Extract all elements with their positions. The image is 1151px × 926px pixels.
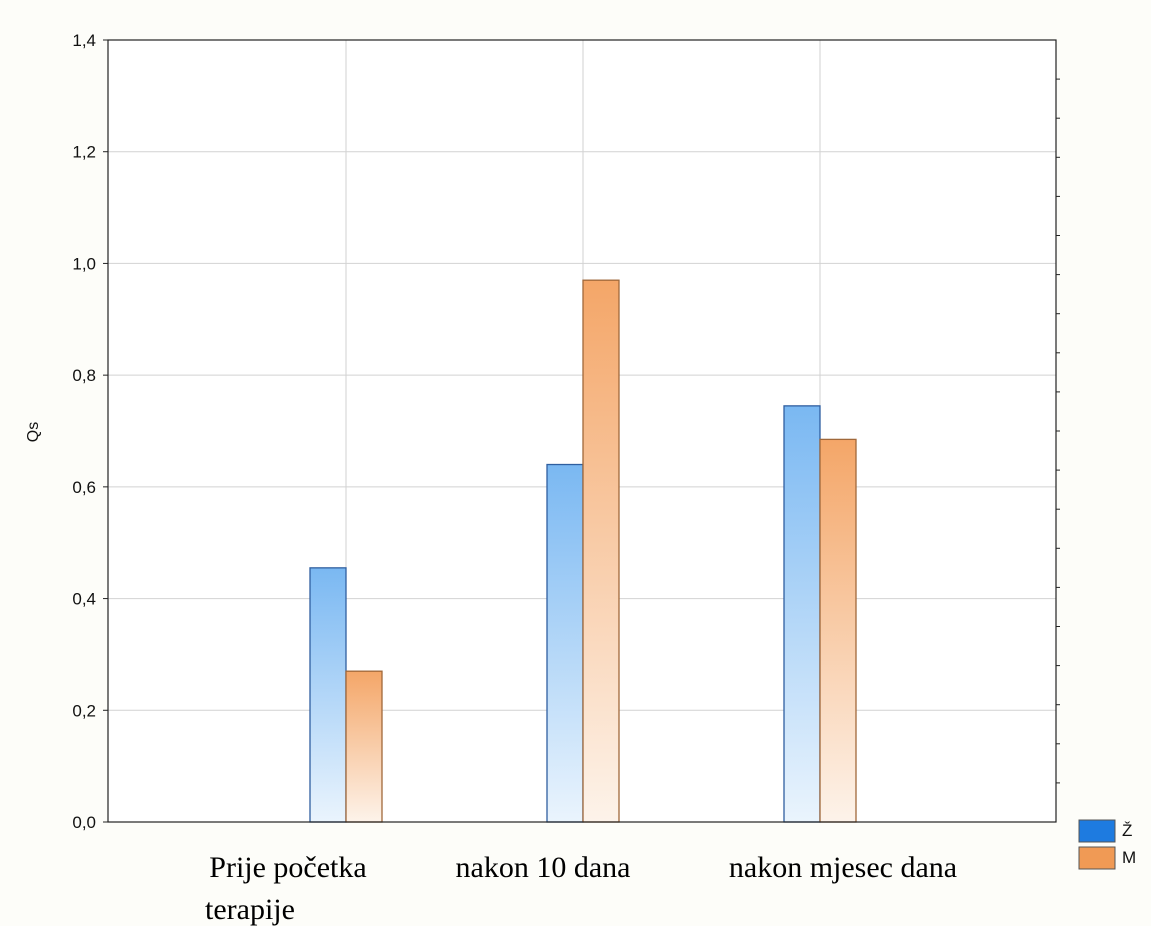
y-tick-label: 0,4 [72,590,96,609]
bar-z-1 [546,463,584,823]
y-tick-label: 1,0 [72,254,96,273]
legend-label-0: Ž [1122,821,1132,840]
x-tick-label: nakon mjesec dana [729,851,957,884]
right-axis-ticks [1056,78,1060,784]
legend-label-1: M [1122,848,1136,867]
y-tick-label: 0,2 [72,701,96,720]
bar-m-0 [345,670,383,823]
y-tick-label: 1,4 [72,31,96,50]
y-axis: 0,0 0,2 0,4 0,6 0,8 1,0 1,2 1,4 [72,31,108,832]
y-axis-label: Qs [25,422,42,442]
legend: ŽM [1078,819,1136,870]
x-tick-label: Prije početka [209,851,366,884]
x-axis-labels: Prije početka terapije nakon 10 dana nakon … [205,851,957,926]
bar-z-0 [309,567,347,823]
legend-swatch-1 [1078,846,1116,870]
x-tick-label: terapije [205,893,295,926]
bar-z-2 [783,405,821,823]
y-tick-label: 0,6 [72,478,96,497]
bars [309,279,857,823]
bar-m-2 [819,438,857,823]
x-tick-label: nakon 10 dana [456,851,631,884]
bar-m-1 [582,279,620,823]
y-tick-label: 0,0 [72,813,96,832]
y-tick-label: 1,2 [72,143,96,162]
y-tick-label: 0,8 [72,366,96,385]
legend-swatch-0 [1078,819,1116,843]
